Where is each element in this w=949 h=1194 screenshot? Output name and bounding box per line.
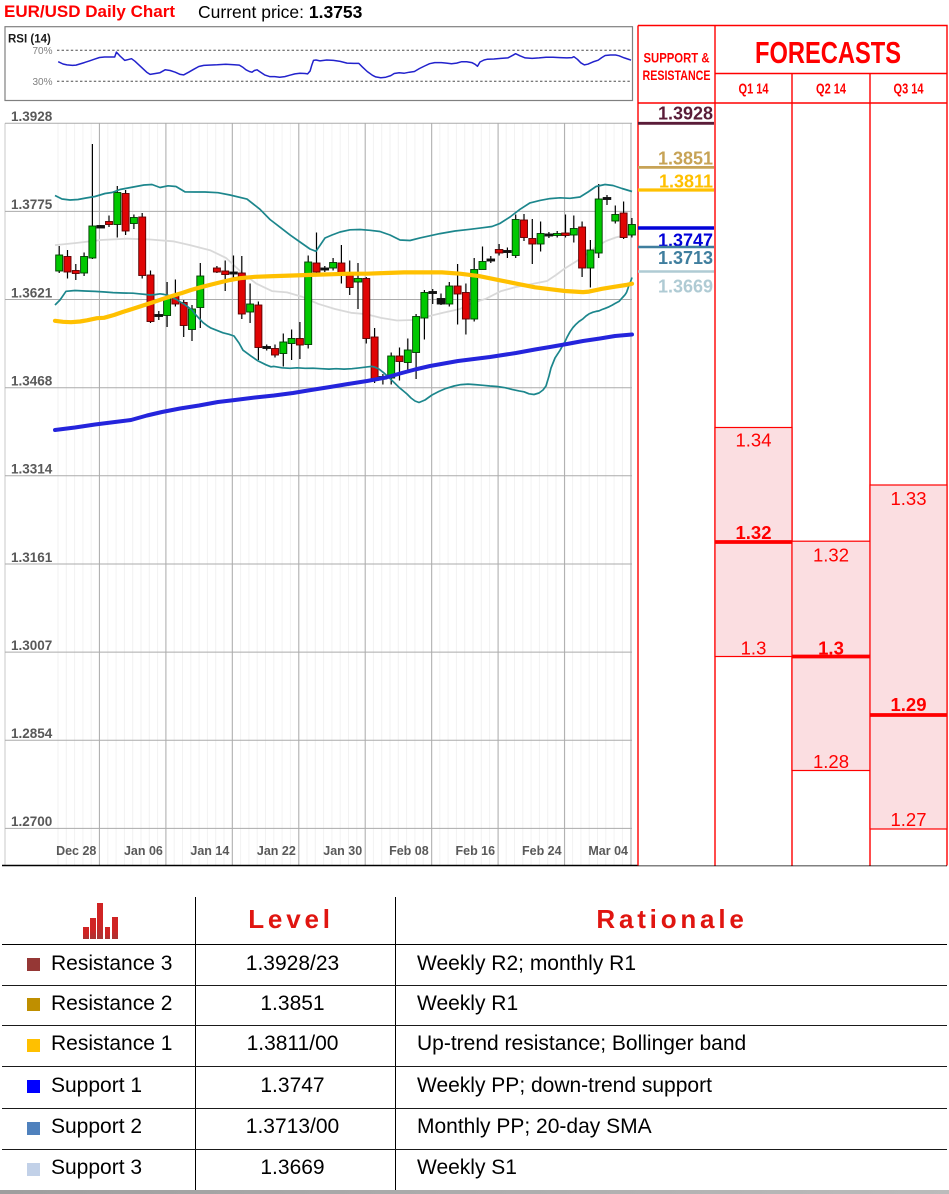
svg-text:Jan 06: Jan 06 xyxy=(124,844,163,858)
svg-text:1.3468: 1.3468 xyxy=(11,374,53,389)
svg-text:1.3007: 1.3007 xyxy=(11,638,52,653)
svg-text:Q1 14: Q1 14 xyxy=(739,81,769,98)
svg-text:1.33: 1.33 xyxy=(890,488,926,509)
svg-text:1.3161: 1.3161 xyxy=(11,550,53,565)
svg-text:1.3851: 1.3851 xyxy=(658,148,713,168)
svg-text:30%: 30% xyxy=(32,77,52,88)
svg-text:1.3928: 1.3928 xyxy=(658,104,713,124)
svg-text:Q3 14: Q3 14 xyxy=(894,81,924,98)
svg-text:RESISTANCE: RESISTANCE xyxy=(643,67,711,83)
svg-text:1.28: 1.28 xyxy=(813,751,849,772)
svg-text:1.3314: 1.3314 xyxy=(11,462,53,477)
svg-text:1.29: 1.29 xyxy=(890,694,926,715)
svg-text:Jan 30: Jan 30 xyxy=(323,844,362,858)
svg-text:1.27: 1.27 xyxy=(890,809,926,830)
svg-text:1.3811: 1.3811 xyxy=(659,172,713,192)
svg-text:Q2 14: Q2 14 xyxy=(816,81,846,98)
svg-text:1.3: 1.3 xyxy=(818,638,844,659)
svg-text:Feb 08: Feb 08 xyxy=(389,844,429,858)
svg-text:1.3621: 1.3621 xyxy=(11,285,53,300)
svg-text:1.32: 1.32 xyxy=(813,545,849,566)
svg-text:1.34: 1.34 xyxy=(735,430,771,451)
svg-text:1.3713: 1.3713 xyxy=(658,248,713,268)
svg-text:Jan 14: Jan 14 xyxy=(190,844,229,858)
svg-text:Mar 04: Mar 04 xyxy=(588,844,628,858)
svg-text:Feb 16: Feb 16 xyxy=(455,844,495,858)
svg-text:1.3928: 1.3928 xyxy=(11,109,53,124)
svg-text:70%: 70% xyxy=(32,46,52,57)
svg-text:1.3747: 1.3747 xyxy=(658,230,713,250)
svg-text:Dec 28: Dec 28 xyxy=(56,844,96,858)
svg-text:1.32: 1.32 xyxy=(735,522,771,543)
svg-text:1.3669: 1.3669 xyxy=(658,276,713,296)
svg-text:1.2854: 1.2854 xyxy=(11,726,53,741)
svg-text:FORECASTS: FORECASTS xyxy=(755,35,901,70)
svg-text:Jan 22: Jan 22 xyxy=(257,844,296,858)
svg-text:RSI (14): RSI (14) xyxy=(8,34,51,46)
svg-text:Feb 24: Feb 24 xyxy=(522,844,562,858)
svg-text:1.2700: 1.2700 xyxy=(11,814,52,829)
svg-text:1.3: 1.3 xyxy=(741,638,767,659)
svg-text:1.3775: 1.3775 xyxy=(11,197,53,212)
svg-text:SUPPORT &: SUPPORT & xyxy=(644,50,710,66)
